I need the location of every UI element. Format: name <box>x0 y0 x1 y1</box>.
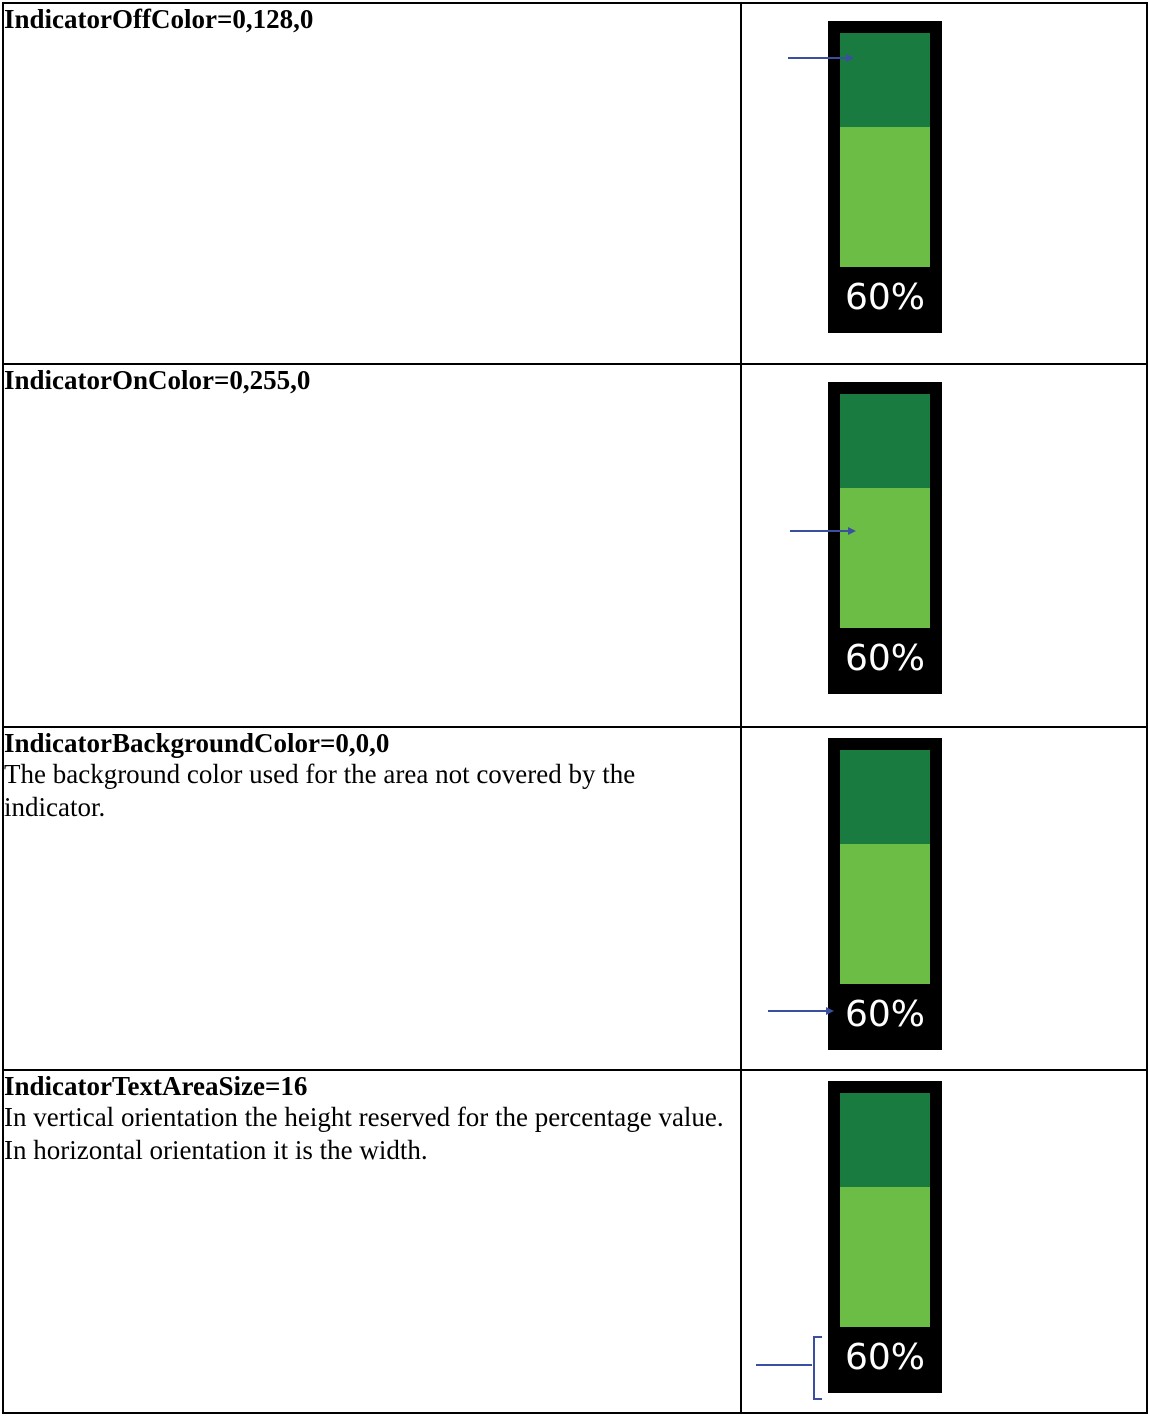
image-cell: 60% <box>740 726 1148 1071</box>
indicator-preview: 60% <box>828 738 942 1050</box>
indicator-on-area <box>840 1187 930 1327</box>
arrow-icon <box>788 54 854 62</box>
indicator-percentage-text: 60% <box>844 638 925 679</box>
bracket-icon <box>756 1336 822 1400</box>
indicator-off-area <box>840 1093 930 1187</box>
indicator-on-area <box>840 127 930 267</box>
arrow-icon <box>768 1007 834 1015</box>
property-description: The background color used for the area n… <box>4 759 636 822</box>
text-cell: IndicatorOffColor=0,128,0 <box>2 2 742 365</box>
indicator-on-area <box>840 844 930 984</box>
text-cell: IndicatorBackgroundColor=0,0,0 The backg… <box>2 726 742 1071</box>
text-cell: IndicatorTextAreaSize=16 In vertical ori… <box>2 1069 742 1414</box>
text-cell: IndicatorOnColor=0,255,0 <box>2 363 742 728</box>
indicator-off-area <box>840 33 930 127</box>
indicator-off-area <box>840 750 930 844</box>
image-cell: 60% <box>740 363 1148 728</box>
indicator-off-area <box>840 394 930 488</box>
table-row: IndicatorBackgroundColor=0,0,0 The backg… <box>2 726 1148 1071</box>
indicator-on-area <box>840 488 930 628</box>
image-cell: 60% <box>740 1069 1148 1414</box>
image-cell: 60% <box>740 2 1148 365</box>
table-row: IndicatorTextAreaSize=16 In vertical ori… <box>2 1069 1148 1414</box>
indicator-preview: 60% <box>828 21 942 333</box>
property-title: IndicatorTextAreaSize=16 <box>4 1071 308 1101</box>
indicator-percentage-text: 60% <box>844 994 925 1035</box>
indicator-preview: 60% <box>828 382 942 694</box>
table-row: IndicatorOffColor=0,128,0 60% <box>2 2 1148 365</box>
indicator-preview: 60% <box>828 1081 942 1393</box>
indicator-percentage-text: 60% <box>844 277 925 318</box>
arrow-icon <box>790 527 856 535</box>
property-description: In vertical orientation the height reser… <box>4 1102 724 1165</box>
indicator-percentage-text: 60% <box>844 1337 925 1378</box>
property-title: IndicatorOffColor=0,128,0 <box>4 4 314 34</box>
table-row: IndicatorOnColor=0,255,0 60% <box>2 363 1148 728</box>
property-title: IndicatorBackgroundColor=0,0,0 <box>4 728 390 758</box>
property-title: IndicatorOnColor=0,255,0 <box>4 365 311 395</box>
